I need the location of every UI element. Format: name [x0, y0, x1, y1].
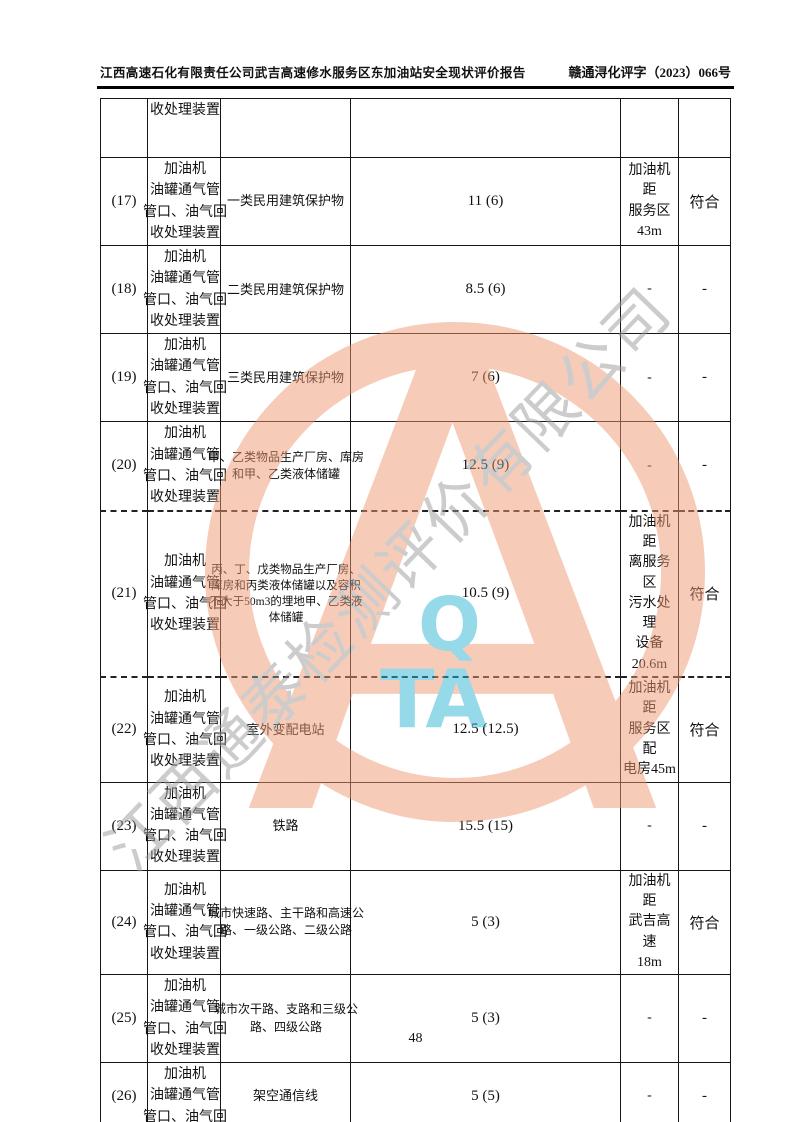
subject-cell: 加油机 油罐通气管 管口、油气回 收处理装置: [143, 245, 227, 335]
table-row-25: (25) 加油机 油罐通气管 管口、油气回 收处理装置 城市次干路、支路和三级公…: [100, 974, 731, 1064]
protected-object-cell: 架空通信线: [220, 1062, 351, 1122]
subject-cell: 加油机 油罐通气管 管口、油气回 收处理装置: [143, 974, 227, 1064]
protected-object-text: 甲、乙类物品生产厂房、库房和甲、乙类液体储罐: [207, 449, 364, 481]
row-number-cell: (18): [100, 245, 148, 335]
protected-object-cell: 甲、乙类物品生产厂房、库房和甲、乙类液体储罐: [208, 421, 364, 512]
note-cell: 加油机距 离服务区 污水处理 设备 20.6m: [620, 509, 679, 678]
note-cell: -: [620, 421, 679, 512]
table-row-20: (20) 加油机 油罐通气管 管口、油气回 收处理装置 甲、乙类物品生产厂房、库…: [100, 421, 731, 512]
subject-text: 加油机 油罐通气管 管口、油气回 收处理装置: [143, 690, 227, 770]
result-cell: [678, 98, 731, 158]
protected-object-text: 城市次干路、支路和三级公路、四级公路: [213, 1002, 358, 1034]
distance-value-cell: 5 (3): [350, 869, 621, 976]
report-title: 江西高速石化有限责任公司武吉高速修水服务区东加油站安全现状评价报告: [100, 66, 526, 80]
result-cell: -: [678, 245, 731, 335]
distance-value-cell: 12.5 (9): [350, 421, 621, 512]
result-cell: -: [678, 781, 731, 871]
table-row-17: (17) 加油机 油罐通气管 管口、油气回 收处理装置 一类民用建筑保护物 11…: [100, 156, 731, 247]
row-number-cell: (22): [100, 676, 148, 783]
protected-object-cell: 丙、丁、戊类物品生产厂房、库房和丙类液体储罐以及容积不大于50m3的埋地甲、乙类…: [210, 509, 362, 678]
subject-text: 加油机 油罐通气管 管口、油气回: [143, 1067, 227, 1122]
row-number-cell: (20): [100, 421, 148, 512]
result-cell: 符合: [678, 156, 731, 247]
note-cell: 加油机距 服务区 43m: [620, 156, 679, 247]
result-cell: 符合: [678, 509, 731, 678]
subject-cell: 加油机 油罐通气管 管口、油气回: [143, 1062, 227, 1122]
subject-cell: 加油机 油罐通气管 管口、油气回 收处理装置: [143, 869, 227, 976]
subject-cell: 加油机 油罐通气管 管口、油气回 收处理装置: [143, 781, 227, 871]
note-cell: -: [620, 781, 679, 871]
note-cell: -: [620, 245, 679, 335]
note-cell: -: [620, 333, 679, 423]
subject-text: 加油机 油罐通气管 管口、油气回 收处理装置: [143, 338, 227, 417]
table-row-21: (21) 加油机 油罐通气管 管口、油气回 收处理装置 丙、丁、戊类物品生产厂房…: [100, 509, 731, 678]
row-number-cell: (17): [100, 156, 148, 247]
protected-object-text: 城市快速路、主干路和高速公路、一级公路、二级公路: [207, 905, 364, 938]
result-cell: 符合: [678, 869, 731, 976]
note-cell: [620, 98, 679, 158]
subject-text: 加油机 油罐通气管 管口、油气回 收处理装置: [143, 250, 227, 329]
protected-object-cell: 城市次干路、支路和三级公路、四级公路: [214, 974, 358, 1064]
subject-cell: 加油机 油罐通气管 管口、油气回 收处理装置: [143, 676, 227, 783]
protected-object-cell: 室外变配电站: [220, 676, 351, 783]
protected-object-cell: 一类民用建筑保护物: [220, 156, 351, 247]
subject-cell: 加油机 油罐通气管 管口、油气回 收处理装置: [143, 421, 227, 512]
note-cell: 加油机距 服务区配 电房45m: [620, 676, 679, 783]
table-row-22: (22) 加油机 油罐通气管 管口、油气回 收处理装置 室外变配电站 12.5 …: [100, 676, 731, 783]
protected-object-cell: [220, 98, 351, 158]
result-cell: 符合: [678, 676, 731, 783]
table-row-23: (23) 加油机 油罐通气管 管口、油气回 收处理装置 铁路 15.5 (15)…: [100, 781, 731, 871]
result-cell: -: [678, 333, 731, 423]
table-row-24: (24) 加油机 油罐通气管 管口、油气回 收处理装置 城市快速路、主干路和高速…: [100, 869, 731, 976]
distance-value-cell: 7 (6): [350, 333, 621, 423]
row-number-cell: (24): [100, 869, 148, 976]
distance-value-cell: [350, 98, 621, 158]
safety-distance-table: 收处理装置 (17) 加油机 油罐通气管 管口、油气回 收处理装置 一类民用建筑…: [100, 98, 731, 1122]
subject-cell: 收处理装置: [147, 98, 221, 158]
table-row-18: (18) 加油机 油罐通气管 管口、油气回 收处理装置 二类民用建筑保护物 8.…: [100, 245, 731, 335]
table-row-26: (26) 加油机 油罐通气管 管口、油气回 架空通信线 5 (5) - -: [100, 1062, 731, 1122]
distance-value-cell: 10.5 (9): [350, 509, 621, 678]
distance-value-cell: 5 (3): [350, 974, 621, 1064]
table-row-19: (19) 加油机 油罐通气管 管口、油气回 收处理装置 三类民用建筑保护物 7 …: [100, 333, 731, 423]
distance-value-cell: 11 (6): [350, 156, 621, 247]
protected-object-cell: 二类民用建筑保护物: [220, 245, 351, 335]
subject-text: 加油机 油罐通气管 管口、油气回 收处理装置: [143, 786, 227, 866]
protected-object-text: 丙、丁、戊类物品生产厂房、库房和丙类液体储罐以及容积不大于50m3的埋地甲、乙类…: [209, 563, 363, 624]
row-number-cell: (23): [100, 781, 148, 871]
result-cell: -: [678, 974, 731, 1064]
protected-object-cell: 铁路: [220, 781, 351, 871]
subject-text: 加油机 油罐通气管 管口、油气回 收处理装置: [143, 882, 227, 962]
distance-value-cell: 12.5 (12.5): [350, 676, 621, 783]
result-cell: -: [678, 1062, 731, 1122]
subject-text: 加油机 油罐通气管 管口、油气回 收处理装置: [143, 162, 227, 241]
distance-value-cell: 15.5 (15): [350, 781, 621, 871]
result-cell: -: [678, 421, 731, 512]
subject-cell: 加油机 油罐通气管 管口、油气回 收处理装置: [143, 333, 227, 423]
page-header: 江西高速石化有限责任公司武吉高速修水服务区东加油站安全现状评价报告 赣通浔化评字…: [100, 62, 731, 81]
row-number-cell: (21): [100, 509, 148, 678]
note-cell: 加油机距 武吉高速 18m: [620, 869, 679, 976]
protected-object-cell: 三类民用建筑保护物: [220, 333, 351, 423]
header-divider: [97, 86, 734, 89]
distance-value-cell: 5 (5): [350, 1062, 621, 1122]
subject-text: 加油机 油罐通气管 管口、油气回 收处理装置: [143, 979, 227, 1058]
subject-cell: 加油机 油罐通气管 管口、油气回 收处理装置: [143, 156, 227, 247]
distance-value-cell: 8.5 (6): [350, 245, 621, 335]
protected-object-cell: 城市快速路、主干路和高速公路、一级公路、二级公路: [208, 869, 364, 976]
note-cell: -: [620, 974, 679, 1064]
note-cell: -: [620, 1062, 679, 1122]
subject-text: 收处理装置: [150, 103, 220, 118]
row-number-cell: (26): [100, 1062, 148, 1122]
table-row-continuation: 收处理装置: [100, 98, 731, 158]
row-number-cell: (25): [100, 974, 148, 1064]
subject-text: 加油机 油罐通气管 管口、油气回 收处理装置: [143, 426, 227, 506]
page-number: 48: [408, 1031, 423, 1046]
document-number: 赣通浔化评字（2023）066号: [568, 65, 731, 80]
